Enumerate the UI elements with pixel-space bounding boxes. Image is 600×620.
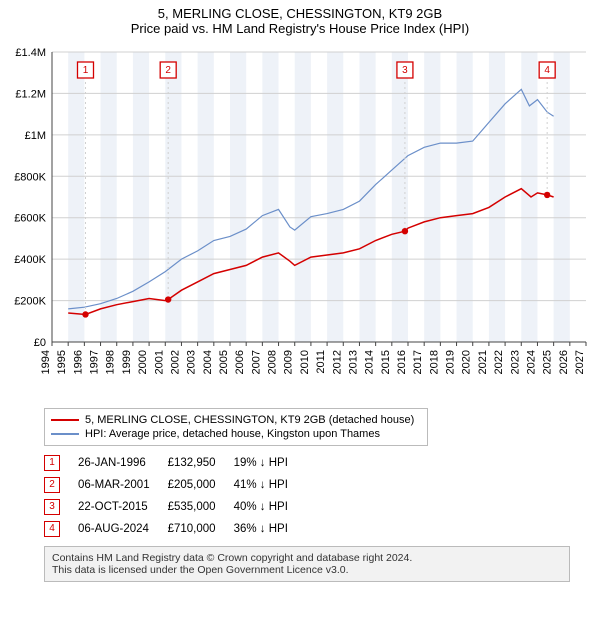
x-tick-label: 2025	[542, 350, 554, 374]
x-tick-label: 2005	[218, 350, 230, 374]
sales-row: 4 06-AUG-2024£710,00036% ↓ HPI	[44, 518, 306, 540]
sale-marker-number: 1	[83, 65, 89, 76]
sale-price: £710,000	[168, 518, 234, 540]
x-tick-label: 2015	[380, 350, 392, 374]
x-tick-label: 1998	[105, 350, 117, 374]
x-tick-label: 2006	[234, 350, 246, 374]
chart-title-line1: 5, MERLING CLOSE, CHESSINGTON, KT9 2GB	[0, 6, 600, 21]
x-tick-label: 1994	[40, 350, 52, 374]
legend-swatch	[51, 419, 79, 421]
sale-delta: 19% ↓ HPI	[234, 452, 306, 474]
x-tick-label: 2027	[574, 350, 586, 374]
x-tick-label: 1999	[121, 350, 133, 374]
x-tick-label: 2016	[396, 350, 408, 374]
x-tick-label: 2014	[364, 350, 376, 374]
x-tick-label: 2024	[525, 350, 537, 374]
attribution-footer: Contains HM Land Registry data © Crown c…	[44, 546, 570, 582]
sale-marker-dot	[402, 228, 408, 234]
sale-date: 22-OCT-2015	[78, 496, 168, 518]
sale-delta: 36% ↓ HPI	[234, 518, 306, 540]
sale-marker-dot	[82, 311, 88, 317]
sales-row: 2 06-MAR-2001£205,00041% ↓ HPI	[44, 474, 306, 496]
x-tick-label: 2004	[202, 350, 214, 374]
sale-date: 26-JAN-1996	[78, 452, 168, 474]
sale-badge: 2	[44, 477, 60, 493]
x-tick-label: 2003	[186, 350, 198, 374]
line-chart: £0 £200K £400K £600K £800K £1M £1.2M £1.4M 1994 1…	[0, 42, 600, 402]
x-tick-label: 2018	[428, 350, 440, 374]
legend: 5, MERLING CLOSE, CHESSINGTON, KT9 2GB (…	[44, 408, 428, 446]
y-tick-label: £200K	[14, 296, 46, 308]
x-tick-label: 2011	[315, 350, 327, 374]
x-tick-label: 2026	[558, 350, 570, 374]
sale-marker-dot	[544, 192, 550, 198]
x-tick-label: 1996	[72, 350, 84, 374]
x-tick-label: 2021	[477, 350, 489, 374]
x-tick-label: 2020	[461, 350, 473, 374]
x-tick-label: 2022	[493, 350, 505, 374]
sale-date: 06-AUG-2024	[78, 518, 168, 540]
sale-badge: 3	[44, 499, 60, 515]
y-tick-label: £600K	[14, 213, 46, 225]
x-tick-label: 2013	[347, 350, 359, 374]
x-tick-label: 2000	[137, 350, 149, 374]
y-tick-label: £1M	[25, 130, 46, 142]
sale-badge: 4	[44, 521, 60, 537]
y-tick-label: £0	[34, 337, 46, 349]
legend-row: HPI: Average price, detached house, King…	[51, 427, 421, 441]
x-tick-label: 2019	[445, 350, 457, 374]
x-tick-label: 2002	[169, 350, 181, 374]
x-tick-label: 2008	[267, 350, 279, 374]
sale-marker-dot	[165, 296, 171, 302]
x-tick-label: 2009	[283, 350, 295, 374]
sale-price: £132,950	[168, 452, 234, 474]
chart-title-line2: Price paid vs. HM Land Registry's House …	[0, 21, 600, 36]
y-tick-label: £1.2M	[15, 88, 46, 100]
x-tick-label: 2010	[299, 350, 311, 374]
x-tick-label: 2017	[412, 350, 424, 374]
footer-line1: Contains HM Land Registry data © Crown c…	[52, 552, 562, 564]
x-tick-label: 2007	[250, 350, 262, 374]
x-tick-label: 2001	[153, 350, 165, 374]
chart-title-block: 5, MERLING CLOSE, CHESSINGTON, KT9 2GB P…	[0, 0, 600, 38]
x-tick-label: 1997	[89, 350, 101, 374]
legend-row: 5, MERLING CLOSE, CHESSINGTON, KT9 2GB (…	[51, 413, 421, 427]
legend-swatch	[51, 433, 79, 435]
sale-marker-number: 4	[544, 65, 550, 76]
sale-date: 06-MAR-2001	[78, 474, 168, 496]
sale-badge: 1	[44, 455, 60, 471]
sale-price: £205,000	[168, 474, 234, 496]
y-tick-label: £800K	[14, 171, 46, 183]
y-tick-label: £1.4M	[15, 47, 46, 59]
y-tick-label: £400K	[14, 254, 46, 266]
sale-price: £535,000	[168, 496, 234, 518]
chart-container: £0 £200K £400K £600K £800K £1M £1.2M £1.4M 1994 1…	[0, 42, 600, 402]
sale-marker-number: 2	[165, 65, 171, 76]
sale-marker-number: 3	[402, 65, 408, 76]
sale-delta: 40% ↓ HPI	[234, 496, 306, 518]
footer-line2: This data is licensed under the Open Gov…	[52, 564, 562, 576]
sales-row: 3 22-OCT-2015£535,00040% ↓ HPI	[44, 496, 306, 518]
x-tick-label: 2023	[509, 350, 521, 374]
x-tick-label: 1995	[56, 350, 68, 374]
sales-row: 1 26-JAN-1996£132,95019% ↓ HPI	[44, 452, 306, 474]
sales-table: 1 26-JAN-1996£132,95019% ↓ HPI 2 06-MAR-200…	[44, 452, 590, 540]
x-tick-label: 2012	[331, 350, 343, 374]
legend-label: HPI: Average price, detached house, King…	[85, 428, 380, 440]
sale-delta: 41% ↓ HPI	[234, 474, 306, 496]
legend-label: 5, MERLING CLOSE, CHESSINGTON, KT9 2GB (…	[85, 414, 414, 426]
